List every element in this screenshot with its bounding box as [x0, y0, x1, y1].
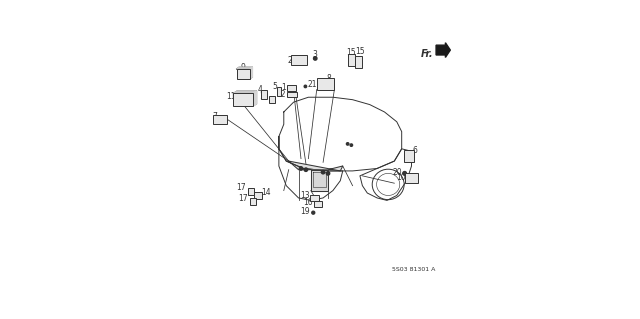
Bar [261, 90, 267, 100]
Text: 8: 8 [327, 74, 332, 83]
Text: 2: 2 [288, 56, 292, 65]
Circle shape [314, 57, 317, 60]
Bar [287, 92, 296, 97]
Polygon shape [253, 91, 257, 106]
Text: 21: 21 [308, 80, 317, 89]
Circle shape [346, 143, 349, 145]
FancyArrow shape [436, 43, 451, 57]
Circle shape [300, 167, 303, 170]
Circle shape [312, 211, 315, 214]
Bar [234, 93, 253, 106]
Bar [317, 78, 334, 90]
Polygon shape [234, 91, 257, 93]
Text: 16: 16 [303, 198, 313, 207]
Text: 13: 13 [300, 191, 310, 200]
Bar [250, 198, 256, 205]
Bar [314, 201, 322, 207]
Bar [291, 56, 307, 65]
Circle shape [304, 168, 308, 171]
Text: 1: 1 [281, 83, 285, 92]
Circle shape [304, 85, 307, 88]
Text: 9: 9 [241, 63, 246, 72]
Text: 11: 11 [226, 92, 236, 101]
Bar [269, 96, 275, 103]
Text: 12: 12 [276, 90, 285, 99]
Circle shape [403, 172, 406, 175]
Bar [348, 55, 355, 66]
Circle shape [321, 170, 325, 174]
Text: 17: 17 [236, 183, 246, 192]
Bar [405, 173, 418, 183]
Text: 18: 18 [259, 92, 269, 101]
Text: 5: 5 [272, 82, 277, 91]
Text: 17: 17 [239, 194, 248, 203]
Bar [237, 69, 250, 79]
Polygon shape [237, 67, 252, 69]
Circle shape [350, 144, 353, 146]
Text: 5S03 81301 A: 5S03 81301 A [392, 267, 436, 272]
Bar [212, 115, 227, 124]
Text: Fr.: Fr. [421, 48, 434, 58]
Bar [277, 87, 281, 95]
Text: 15: 15 [346, 48, 356, 57]
Text: 4: 4 [257, 85, 262, 94]
Text: 14: 14 [261, 188, 271, 197]
Bar [253, 191, 262, 199]
Circle shape [326, 172, 330, 175]
Text: 7: 7 [212, 112, 217, 121]
Polygon shape [250, 67, 252, 79]
Text: 19: 19 [301, 207, 310, 216]
Bar [355, 56, 362, 68]
Text: 15: 15 [355, 47, 365, 56]
Bar [287, 85, 296, 91]
Bar [248, 188, 253, 195]
Text: 20: 20 [392, 168, 402, 177]
Polygon shape [311, 170, 328, 190]
Text: 6: 6 [412, 146, 417, 155]
Bar [404, 150, 414, 162]
Bar [310, 195, 319, 201]
Text: 3: 3 [312, 50, 317, 59]
Text: 10: 10 [397, 173, 406, 182]
Polygon shape [289, 161, 343, 171]
